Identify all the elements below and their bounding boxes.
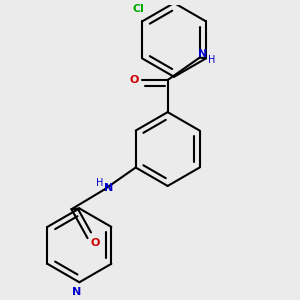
Text: N: N: [71, 287, 81, 297]
Text: N: N: [198, 49, 207, 59]
Text: N: N: [104, 183, 113, 194]
Text: Cl: Cl: [133, 4, 145, 14]
Text: H: H: [96, 178, 103, 188]
Text: O: O: [129, 75, 139, 85]
Text: O: O: [91, 238, 100, 248]
Text: H: H: [208, 55, 216, 65]
